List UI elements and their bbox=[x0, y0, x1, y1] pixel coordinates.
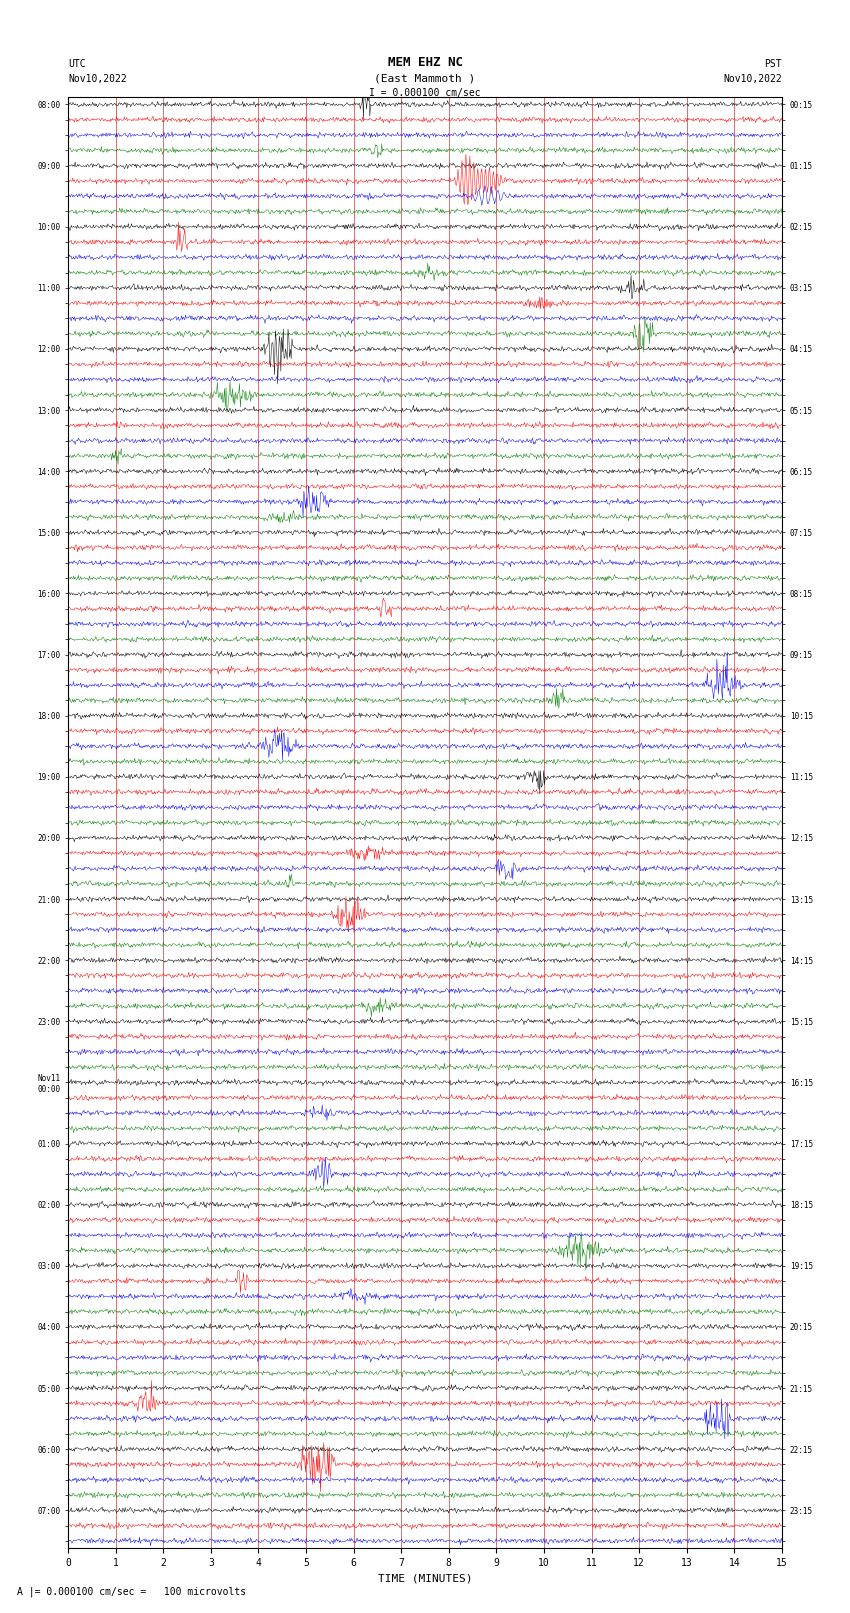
X-axis label: TIME (MINUTES): TIME (MINUTES) bbox=[377, 1574, 473, 1584]
Text: (East Mammoth ): (East Mammoth ) bbox=[374, 74, 476, 84]
Text: Nov10,2022: Nov10,2022 bbox=[723, 74, 782, 84]
Text: PST: PST bbox=[764, 60, 782, 69]
Text: UTC: UTC bbox=[68, 60, 86, 69]
Text: I = 0.000100 cm/sec: I = 0.000100 cm/sec bbox=[369, 89, 481, 98]
Text: MEM EHZ NC: MEM EHZ NC bbox=[388, 56, 462, 69]
Text: Nov10,2022: Nov10,2022 bbox=[68, 74, 127, 84]
Text: A |= 0.000100 cm/sec =   100 microvolts: A |= 0.000100 cm/sec = 100 microvolts bbox=[17, 1586, 246, 1597]
